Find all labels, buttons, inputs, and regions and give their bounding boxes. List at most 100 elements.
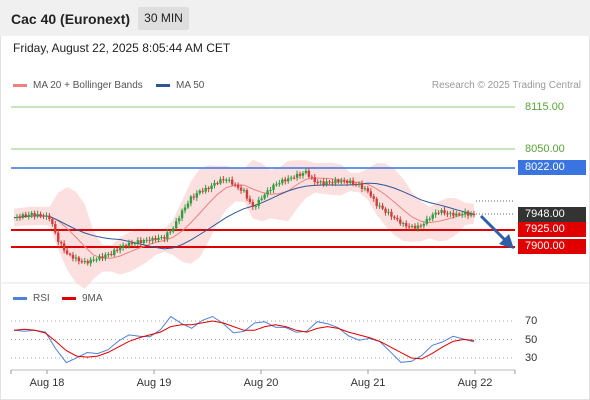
candle-body <box>452 212 455 216</box>
ma50-swatch <box>156 84 170 87</box>
ma20-line <box>13 177 475 259</box>
candle-body <box>351 180 355 185</box>
candle-body <box>440 210 443 213</box>
candle-body <box>443 210 446 214</box>
candle-body <box>116 249 119 251</box>
candle-body <box>404 223 408 227</box>
candle-body <box>242 190 246 192</box>
ma20-swatch <box>13 84 27 87</box>
candle-body <box>54 224 57 233</box>
candle-body <box>57 232 60 242</box>
candle-body <box>121 245 125 248</box>
candle-body <box>169 231 172 233</box>
candle-body <box>210 185 213 190</box>
candle-body <box>304 170 308 174</box>
x-label-aug18: Aug 18 <box>29 377 65 389</box>
timestamp: Friday, August 22, 2025 8:05:44 AM CET <box>13 41 231 55</box>
candle-body <box>148 239 151 241</box>
x-label-aug21: Aug 21 <box>350 377 386 389</box>
forecast-arrow-shaft <box>479 214 507 242</box>
candle-body <box>402 223 405 225</box>
candle-body <box>71 254 75 259</box>
legend-rsi-ma: 9MA <box>62 293 103 304</box>
candle-body <box>337 179 340 183</box>
candle-body <box>154 237 157 241</box>
candle-body <box>316 181 319 183</box>
candle-body <box>77 257 81 262</box>
candle-body <box>431 214 434 219</box>
candle-body <box>363 188 367 190</box>
candle-body <box>65 250 69 254</box>
rsi-swatch <box>13 297 27 300</box>
candle-body <box>319 181 322 183</box>
candle-body <box>396 218 399 220</box>
candle-body <box>281 179 284 184</box>
rsi-ma-line <box>13 320 475 360</box>
candle-body <box>98 256 101 260</box>
candle-body <box>266 190 269 195</box>
candle-body <box>407 226 411 228</box>
candle-body <box>204 187 207 192</box>
candle-body <box>384 208 387 213</box>
candle-body <box>348 180 352 183</box>
candle-body <box>201 190 204 192</box>
candle-body <box>360 183 364 189</box>
candle-body <box>378 205 381 207</box>
candle-body <box>375 198 378 206</box>
candle-body <box>466 211 470 216</box>
candle-body <box>33 212 36 217</box>
x-label-aug19: Aug 19 <box>136 377 172 389</box>
candle-body <box>172 228 175 232</box>
candle-body <box>328 181 331 183</box>
candle-body <box>213 183 216 186</box>
candle-body <box>260 198 263 200</box>
candle-body <box>287 178 290 182</box>
candle-body <box>428 218 431 220</box>
candle-body <box>251 202 255 207</box>
candle-body <box>142 239 145 243</box>
candle-body <box>325 181 328 185</box>
candle-body <box>372 196 375 199</box>
candle-body <box>80 261 84 263</box>
candle-body <box>298 173 302 176</box>
candle-body <box>174 221 178 229</box>
candle-body <box>458 213 461 215</box>
candle-body <box>257 199 260 206</box>
rsi-tick-50: 50 <box>525 334 538 346</box>
candle-body <box>62 243 66 251</box>
candle-body <box>42 215 45 217</box>
candle-body <box>225 179 228 181</box>
copyright: Research © 2025 Trading Central <box>431 80 581 91</box>
candle-body <box>216 183 219 185</box>
candle-body <box>289 177 293 179</box>
candle-body <box>39 213 42 216</box>
current-price-tag: 7948.00 <box>518 207 586 222</box>
candle-body <box>151 237 154 241</box>
candle-body <box>24 214 27 217</box>
candle-body <box>381 205 384 209</box>
level-pivot-tag: 8022.00 <box>518 160 586 175</box>
candle-body <box>127 242 131 247</box>
timeframe-button[interactable]: 30 MIN <box>138 7 189 30</box>
level-s1-tag: 7925.00 <box>518 222 586 237</box>
candle-body <box>177 218 181 222</box>
candle-body <box>419 225 423 227</box>
candle-body <box>369 191 372 197</box>
candle-body <box>272 184 275 190</box>
x-label-aug20: Aug 20 <box>243 377 279 389</box>
legend-rsi: RSI <box>13 293 50 304</box>
candle-body <box>130 242 134 245</box>
candle-body <box>416 225 420 229</box>
candle-body <box>124 245 128 247</box>
x-label-aug22: Aug 22 <box>457 377 493 389</box>
candle-body <box>51 219 54 225</box>
candle-body <box>449 212 452 214</box>
candle-body <box>107 254 110 256</box>
candle-body <box>186 203 190 208</box>
rsi-tick-30: 30 <box>525 352 538 364</box>
candle-body <box>301 173 305 176</box>
candle-body <box>422 223 426 226</box>
candle-body <box>136 240 140 244</box>
candle-body <box>239 187 243 191</box>
